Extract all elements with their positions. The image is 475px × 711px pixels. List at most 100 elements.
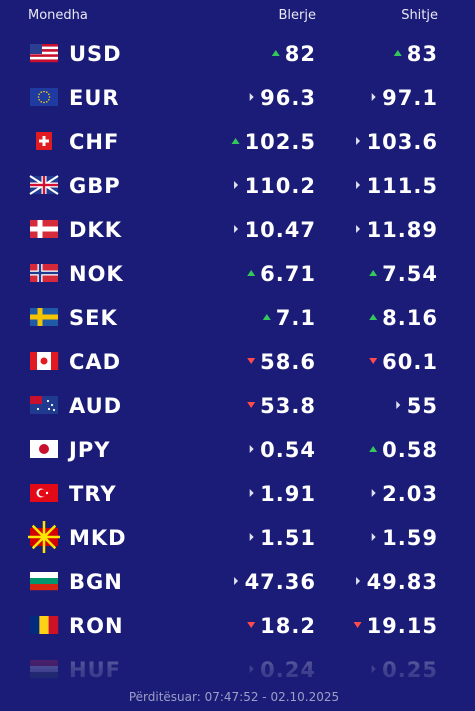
flag-part	[30, 59, 58, 63]
buy-rate: 1.51	[260, 526, 316, 550]
sell-rate: 60.1	[382, 350, 438, 374]
trend-down	[247, 402, 256, 408]
flag-part	[44, 352, 52, 370]
flag	[30, 572, 58, 591]
trend-up	[369, 314, 378, 320]
flag-part	[43, 101, 45, 104]
flag-part	[30, 44, 58, 47]
currency-code: USD	[69, 42, 122, 66]
sell-rate: 111.5	[367, 174, 438, 198]
flag-part	[50, 403, 54, 407]
sell-rate: 2.03	[382, 482, 438, 506]
currency-code: BGN	[69, 570, 123, 594]
buy-rate: 18.2	[260, 614, 316, 638]
buy-rate: 110.2	[245, 174, 316, 198]
currency-row: JPY 0.54 0.58	[30, 438, 437, 462]
flag-part	[30, 314, 58, 320]
flag-part	[48, 96, 51, 98]
flag-part	[30, 572, 58, 579]
buy-rate: 96.3	[260, 86, 316, 110]
currency-row: GBP 110.2 111.5	[29, 174, 438, 198]
currency-row: RON 18.2 19.15	[30, 614, 438, 638]
currency-code: AUD	[69, 394, 122, 418]
sell-rate: 97.1	[382, 86, 438, 110]
currency-row: SEK 7.1 8.16	[30, 306, 437, 330]
currency-code: CHF	[69, 130, 119, 154]
buy-rate: 102.5	[245, 130, 316, 154]
trend-flat	[396, 401, 401, 409]
trend-flat	[249, 489, 254, 497]
currency-code: EUR	[69, 86, 120, 110]
flag-part	[30, 352, 38, 370]
flag	[28, 521, 60, 553]
trend-down	[369, 358, 378, 364]
trend-flat	[356, 577, 361, 585]
flag-part	[43, 90, 45, 93]
flag-part	[47, 93, 50, 96]
currency-row: USD 82 83	[30, 42, 437, 66]
flag-part	[30, 44, 42, 54]
trend-flat	[234, 225, 239, 233]
buy-rate: 47.36	[245, 570, 316, 594]
currency-row: MKD 1.51 1.59	[28, 521, 438, 553]
trend-flat	[249, 533, 254, 541]
flag-part	[30, 56, 58, 60]
buy-rate: 58.6	[260, 350, 316, 374]
buy-rate: 10.47	[245, 218, 316, 242]
sell-rate: 11.89	[367, 218, 438, 242]
flag-part	[47, 407, 51, 411]
rows: USD 82 83 EUR 96.3 97.1 CHF 102.5 103.6 GBP 110.2 1…	[28, 42, 438, 682]
flag-part	[52, 408, 56, 412]
trend-up	[369, 446, 378, 452]
trend-up	[393, 50, 402, 56]
trend-up	[247, 270, 256, 276]
currency-code: RON	[69, 614, 124, 638]
buy-rate: 53.8	[260, 394, 316, 418]
currency-code: SEK	[69, 306, 118, 330]
updated-time: Përditësuar: 07:47:52 - 02.10.2025	[129, 690, 339, 704]
currency-row: TRY 1.91 2.03	[30, 482, 438, 506]
buy-rate: 7.1	[276, 306, 316, 330]
currency-row: CHF 102.5 103.6	[30, 130, 437, 154]
sell-rate: 1.59	[382, 526, 438, 550]
flag-part	[46, 399, 50, 403]
trend-flat	[356, 137, 361, 145]
flag-part	[30, 183, 58, 187]
sell-rate: 49.83	[367, 570, 438, 594]
flag-part	[38, 489, 46, 497]
trend-flat	[249, 93, 254, 101]
flag-part	[39, 616, 49, 634]
buy-rate: 6.71	[260, 262, 316, 286]
currency-row: EUR 96.3 97.1	[30, 86, 438, 110]
buy-rate: 82	[285, 42, 316, 66]
trend-flat	[234, 181, 239, 189]
flag-part	[45, 100, 48, 103]
flag	[30, 484, 58, 502]
trend-up	[369, 270, 378, 276]
trend-up	[271, 50, 280, 56]
flag	[30, 616, 59, 634]
flag-part	[30, 46, 58, 50]
trend-flat	[234, 577, 239, 585]
currency-code: MKD	[69, 526, 127, 550]
sell-rate: 19.15	[367, 614, 438, 638]
header-currency: Monedha	[28, 8, 88, 23]
trend-flat	[249, 445, 254, 453]
flag-part	[40, 357, 48, 365]
flag-part	[30, 226, 58, 232]
trend-up	[262, 314, 271, 320]
sell-rate: 55	[407, 394, 438, 418]
flag-part	[40, 91, 43, 94]
flag-part	[30, 578, 58, 585]
flag-part	[30, 396, 42, 404]
flag	[30, 308, 58, 326]
flag	[30, 88, 58, 106]
sell-rate: 7.54	[382, 262, 438, 286]
flag	[30, 352, 59, 370]
flag	[30, 220, 58, 238]
trend-flat	[371, 489, 376, 497]
flag	[30, 132, 58, 150]
trend-flat	[371, 93, 376, 101]
